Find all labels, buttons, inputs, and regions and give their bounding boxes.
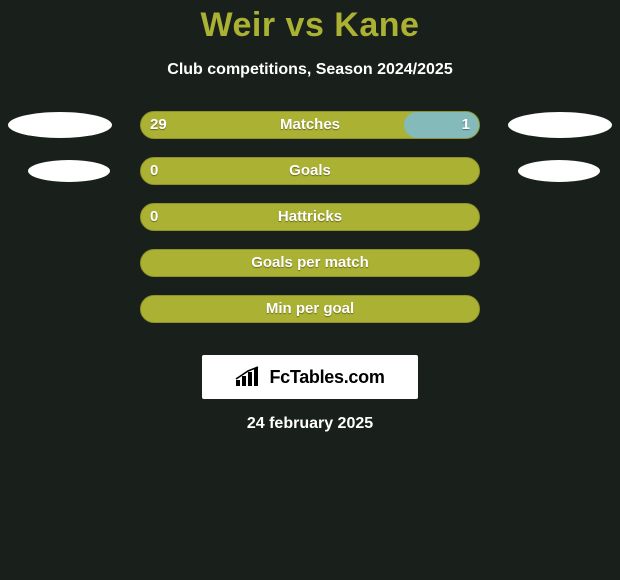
right-player-ellipse — [508, 112, 612, 138]
source-logo-text: FcTables.com — [269, 367, 384, 388]
stat-bar-track — [140, 157, 480, 185]
source-logo: FcTables.com — [202, 355, 418, 399]
stats-rows: 29 Matches 1 0 Goals 0 Hattricks — [0, 111, 620, 341]
subtitle: Club competitions, Season 2024/2025 — [0, 61, 620, 79]
left-player-ellipse — [8, 112, 112, 138]
snapshot-date: 24 february 2025 — [0, 415, 620, 433]
stat-bar-track — [140, 295, 480, 323]
bar-chart-icon — [235, 366, 263, 388]
right-player-ellipse — [518, 160, 600, 182]
stat-bar-track — [140, 249, 480, 277]
stat-bar-track — [140, 203, 480, 231]
stat-row-goals-per-match: Goals per match — [0, 249, 620, 295]
stat-bar-track — [140, 111, 480, 139]
stat-row-matches: 29 Matches 1 — [0, 111, 620, 157]
stat-bar-right-fill — [404, 112, 479, 138]
stat-row-hattricks: 0 Hattricks — [0, 203, 620, 249]
page-title: Weir vs Kane — [0, 0, 620, 45]
stat-row-goals: 0 Goals — [0, 157, 620, 203]
comparison-card: Weir vs Kane Club competitions, Season 2… — [0, 0, 620, 580]
left-player-ellipse — [28, 160, 110, 182]
stat-row-min-per-goal: Min per goal — [0, 295, 620, 341]
